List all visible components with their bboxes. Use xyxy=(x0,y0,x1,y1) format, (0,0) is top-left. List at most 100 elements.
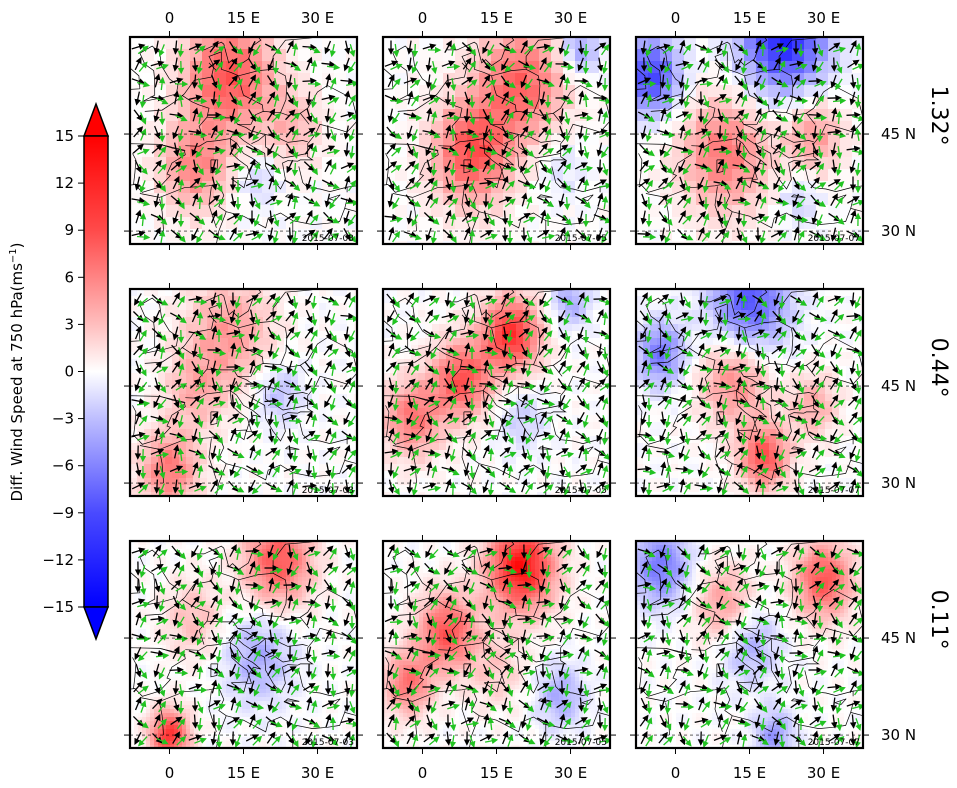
wind-arrow-secondary xyxy=(139,180,146,193)
heatmap-cell xyxy=(491,241,504,244)
heatmap-cell xyxy=(575,193,588,206)
heatmap-cell xyxy=(242,352,250,360)
heatmap-cell xyxy=(636,37,649,50)
heatmap-cell xyxy=(418,471,426,479)
heatmap-cell xyxy=(165,380,173,388)
heatmap-cell xyxy=(395,169,408,182)
heatmap-cell xyxy=(256,464,264,472)
heatmap-cell xyxy=(144,429,152,437)
heatmap-cell xyxy=(333,317,341,325)
heatmap-cell xyxy=(684,217,697,230)
heatmap-cell xyxy=(340,317,348,325)
heatmap-cell xyxy=(186,373,194,381)
heatmap-cell xyxy=(226,217,239,230)
heatmap-cell xyxy=(643,338,651,346)
heatmap-cell xyxy=(467,387,475,395)
wind-arrow-primary xyxy=(172,210,179,225)
heatmap-cell xyxy=(395,241,408,244)
heatmap-cell xyxy=(792,241,805,244)
heatmap-cell xyxy=(390,422,398,430)
heatmap-cell xyxy=(537,338,545,346)
heatmap-cell xyxy=(200,408,208,416)
heatmap-cell xyxy=(696,85,709,98)
heatmap-cell xyxy=(298,193,311,206)
heatmap-cell xyxy=(166,205,179,218)
heatmap-cell xyxy=(474,401,482,409)
wind-arrow-secondary xyxy=(137,148,150,155)
wind-arrow-secondary xyxy=(289,215,301,225)
heatmap-cell xyxy=(144,394,152,402)
wind-arrow-primary xyxy=(132,143,144,154)
heatmap-cell xyxy=(291,373,299,381)
wind-arrow-secondary xyxy=(309,214,319,226)
heatmap-cell xyxy=(744,73,757,86)
heatmap-cell xyxy=(256,478,264,486)
heatmap-cell xyxy=(383,289,391,297)
heatmap-cell xyxy=(333,373,341,381)
colorbar-tick-label: 15 xyxy=(55,127,74,145)
heatmap-cell xyxy=(453,338,461,346)
heatmap-cell xyxy=(298,73,311,86)
heatmap-cell xyxy=(397,345,405,353)
heatmap-cell xyxy=(190,241,203,244)
heatmap-cell xyxy=(650,324,658,332)
heatmap-cell xyxy=(516,387,524,395)
heatmap-cell xyxy=(166,73,179,86)
heatmap-cell xyxy=(600,303,608,311)
heatmap-cell xyxy=(383,217,396,230)
heatmap-cell xyxy=(572,471,580,479)
heatmap-cell xyxy=(660,73,673,86)
heatmap-cell xyxy=(312,415,320,423)
heatmap-cell xyxy=(537,373,545,381)
heatmap-cell xyxy=(178,205,191,218)
colorbar-label-exponent: −1 xyxy=(8,248,19,263)
heatmap-cell xyxy=(130,352,138,360)
heatmap-cell xyxy=(804,296,812,304)
heatmap-cell xyxy=(154,37,167,50)
wind-arrow-secondary xyxy=(214,61,224,73)
heatmap-cell xyxy=(256,457,264,465)
heatmap-cell xyxy=(684,241,697,244)
heatmap-cell xyxy=(460,401,468,409)
heatmap-cell xyxy=(509,359,517,367)
heatmap-cell xyxy=(270,359,278,367)
coastline-path xyxy=(328,194,341,202)
heatmap-cell xyxy=(305,457,313,465)
heatmap-cell xyxy=(207,471,215,479)
heatmap-cell xyxy=(228,303,236,311)
wind-arrow-secondary xyxy=(348,94,356,107)
heatmap-cell xyxy=(404,408,412,416)
heatmap-cell xyxy=(587,73,600,86)
heatmap-cell xyxy=(333,457,341,465)
heatmap-cell xyxy=(840,97,853,110)
heatmap-cell xyxy=(516,436,524,444)
heatmap-cell xyxy=(636,289,644,297)
heatmap-cell xyxy=(593,324,601,332)
heatmap-cell xyxy=(154,85,167,98)
heatmap-cell xyxy=(186,464,194,472)
heatmap-cell xyxy=(600,317,608,325)
heatmap-cell xyxy=(467,241,480,244)
heatmap-cell xyxy=(551,85,564,98)
wind-arrow-secondary xyxy=(642,80,657,88)
heatmap-cell xyxy=(474,373,482,381)
wind-arrow-primary xyxy=(189,177,201,188)
heatmap-cell xyxy=(776,289,784,297)
heatmap-cell xyxy=(200,471,208,479)
heatmap-cell xyxy=(190,157,203,170)
heatmap-cell xyxy=(200,415,208,423)
heatmap-cell xyxy=(636,303,644,311)
heatmap-cell xyxy=(828,97,841,110)
wind-arrow-primary xyxy=(248,91,257,104)
heatmap-cell xyxy=(699,310,707,318)
heatmap-cell xyxy=(298,157,311,170)
wind-arrow-secondary xyxy=(292,146,299,160)
heatmap-cell xyxy=(551,133,564,146)
heatmap-cell xyxy=(720,49,733,62)
heatmap-cell xyxy=(166,37,179,50)
heatmap-cell xyxy=(298,324,306,332)
heatmap-cell xyxy=(397,471,405,479)
heatmap-cell xyxy=(769,289,777,297)
heatmap-cell xyxy=(263,345,271,353)
heatmap-cell xyxy=(228,408,236,416)
